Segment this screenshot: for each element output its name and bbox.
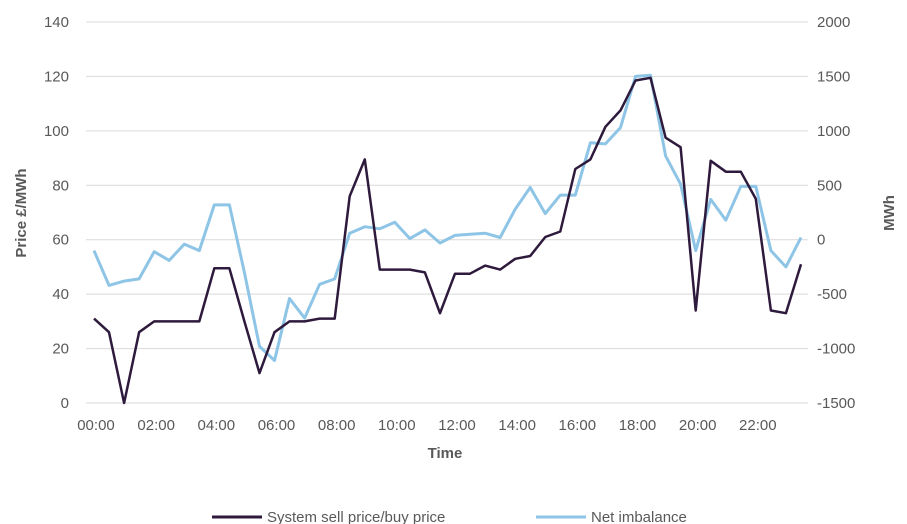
series-line-net-imbalance — [92, 73, 803, 362]
right-axis-ticks: -1500 -1000 -500 0 500 1000 1500 2000 — [817, 14, 855, 412]
x-tick-label: 18:00 — [619, 417, 657, 434]
y2-tick-label: 1000 — [817, 123, 850, 140]
y2-tick-label: -500 — [817, 286, 847, 303]
x-axis-ticks: 00:00 02:00 04:00 06:00 08:00 10:00 12:00 14:00… — [77, 417, 776, 434]
x-tick-label: 04:00 — [198, 417, 236, 434]
legend-label-sell-price: System sell price/buy price — [267, 509, 445, 524]
y-tick-label: 140 — [44, 14, 69, 31]
y-tick-label: 100 — [44, 123, 69, 140]
y-tick-label: 20 — [52, 341, 69, 358]
x-tick-label: 10:00 — [378, 417, 416, 434]
x-tick-label: 12:00 — [438, 417, 476, 434]
y-axis-title: Price £/MWh — [13, 168, 30, 257]
y-tick-label: 80 — [52, 177, 69, 194]
y-tick-label: 0 — [61, 395, 69, 412]
y2-tick-label: 0 — [817, 232, 825, 249]
y-tick-label: 120 — [44, 68, 69, 85]
series-line-sell-price — [93, 76, 803, 405]
legend-label-net-imbalance: Net imbalance — [591, 509, 687, 524]
x-tick-label: 08:00 — [318, 417, 356, 434]
x-tick-label: 00:00 — [77, 417, 115, 434]
x-tick-label: 16:00 — [559, 417, 597, 434]
y-tick-label: 40 — [52, 286, 69, 303]
y2-axis-title: MWh — [881, 195, 898, 231]
x-axis-title: Time — [428, 445, 463, 462]
x-tick-label: 02:00 — [137, 417, 175, 434]
x-tick-label: 14:00 — [498, 417, 536, 434]
y2-tick-label: -1000 — [817, 341, 855, 358]
y2-tick-label: 1500 — [817, 68, 850, 85]
x-tick-label: 22:00 — [739, 417, 777, 434]
legend: System sell price/buy price Net imbalanc… — [212, 509, 687, 524]
y2-tick-label: -1500 — [817, 395, 855, 412]
y2-tick-label: 500 — [817, 177, 842, 194]
x-tick-label: 06:00 — [258, 417, 296, 434]
y-tick-label: 60 — [52, 232, 69, 249]
y2-tick-label: 2000 — [817, 14, 850, 31]
series-lines — [92, 73, 803, 405]
x-tick-label: 20:00 — [679, 417, 717, 434]
left-axis-ticks: 0 20 40 60 80 100 120 140 — [44, 14, 69, 412]
grid-lines — [86, 21, 808, 404]
